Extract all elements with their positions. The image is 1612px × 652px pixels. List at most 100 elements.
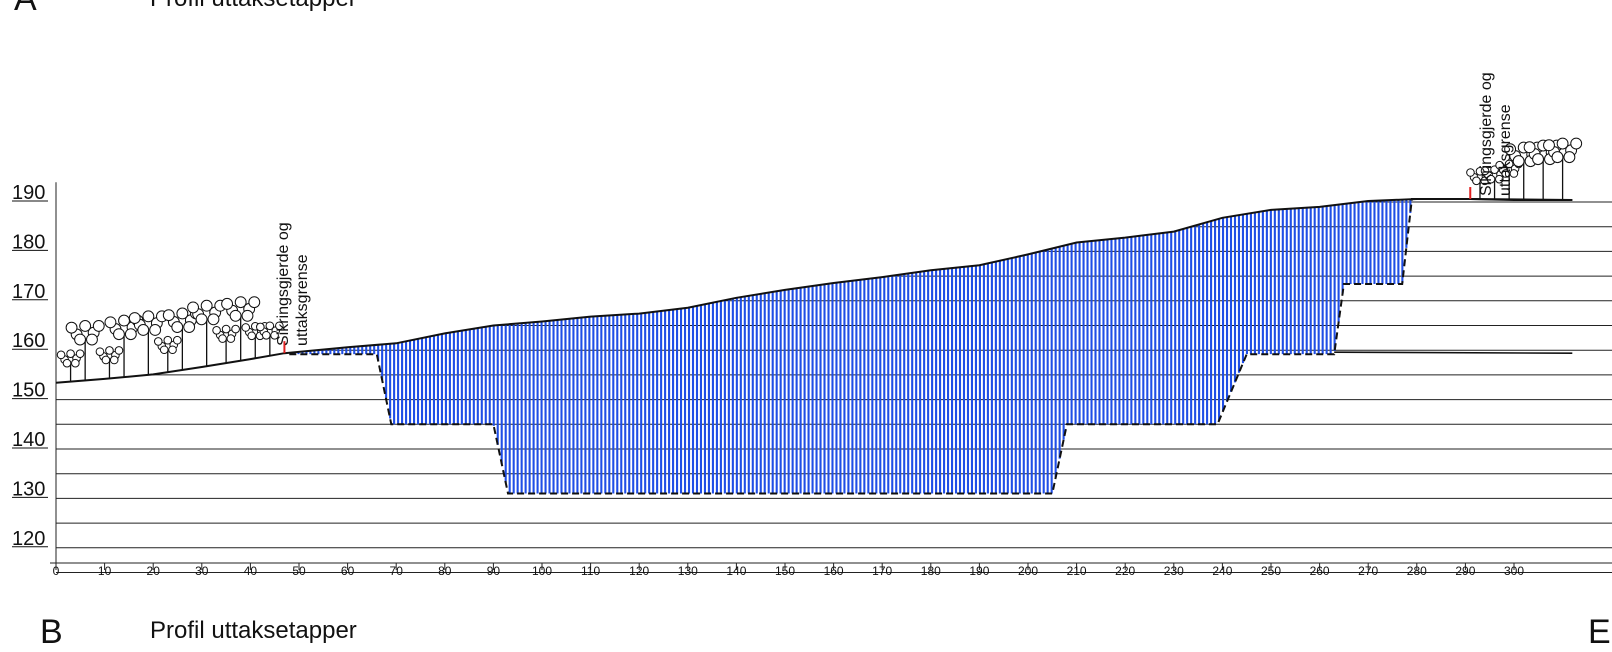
tree-crown-puff bbox=[137, 324, 150, 336]
tree-crown-puff bbox=[247, 331, 256, 341]
excavation-floor-line bbox=[289, 198, 1471, 495]
annotation-right: Sikringsgjerde og uttaksgrense bbox=[1478, 72, 1514, 196]
tree-crown-puff bbox=[1472, 176, 1481, 186]
tree-crown-puff bbox=[270, 330, 279, 340]
tree-crown-puff bbox=[62, 358, 72, 368]
tree-crown-puff bbox=[183, 321, 196, 333]
x-tick-label-200: 200 bbox=[1018, 564, 1038, 578]
x-tick-label-50: 50 bbox=[292, 564, 306, 578]
tree-crown-puff bbox=[187, 301, 199, 314]
tree-crown-puff bbox=[241, 323, 251, 332]
tree-crown-puff bbox=[231, 324, 240, 334]
x-tick-label-240: 240 bbox=[1212, 564, 1232, 578]
tree-crown-puff bbox=[221, 324, 231, 334]
annotation-right-line1: Sikringsgjerde og bbox=[1478, 72, 1495, 196]
elevation-label-160: 160 bbox=[12, 330, 45, 352]
tree-crown-puff bbox=[149, 324, 162, 336]
x-tick-label-30: 30 bbox=[195, 564, 209, 578]
x-tick-label-150: 150 bbox=[775, 564, 795, 578]
tree-crown-puff bbox=[105, 346, 114, 355]
profile-lines bbox=[55, 187, 1573, 495]
tree-crown-puff bbox=[104, 316, 117, 329]
tree-crown-puff bbox=[1466, 168, 1475, 177]
elevation-labels: 190 180 170 160 150 140 130 120 bbox=[12, 182, 48, 550]
tree-crown-puff bbox=[241, 309, 254, 322]
tree-crown-puff bbox=[265, 321, 275, 331]
x-tick-label-250: 250 bbox=[1261, 564, 1281, 578]
tree-crown-puff bbox=[1523, 141, 1536, 154]
x-tick-label-90: 90 bbox=[487, 564, 501, 578]
x-tick-label-40: 40 bbox=[244, 564, 258, 578]
tree-crown-puff bbox=[162, 309, 175, 322]
tree-crown-puff bbox=[207, 313, 220, 326]
tree-crown-puff bbox=[56, 350, 66, 360]
elevation-label-190: 190 bbox=[12, 182, 45, 204]
tree-crown-puff bbox=[248, 296, 261, 309]
tree-crown-puff bbox=[1501, 169, 1510, 178]
tree-icon-15 bbox=[1495, 159, 1523, 200]
tree-icon-12 bbox=[256, 321, 284, 356]
annotation-left-line2: uttaksgrense bbox=[294, 254, 311, 346]
elevation-label-150: 150 bbox=[12, 380, 45, 402]
tree-crown-puff bbox=[142, 310, 155, 323]
x-tick-label-130: 130 bbox=[678, 564, 698, 578]
tree-crown-puff bbox=[1532, 153, 1545, 166]
bench-160-line bbox=[1334, 351, 1573, 355]
tree-crown-puff bbox=[1495, 174, 1504, 184]
x-tick-label-110: 110 bbox=[581, 564, 600, 578]
x-tick-label-290: 290 bbox=[1455, 564, 1475, 578]
tree-crown-puff bbox=[168, 345, 177, 355]
section-letter-top: A bbox=[14, 0, 37, 18]
x-tick-label-180: 180 bbox=[921, 564, 941, 578]
tree-crown-puff bbox=[79, 319, 92, 332]
tree-icon-3 bbox=[95, 346, 124, 379]
tree-crown-puff bbox=[65, 321, 78, 334]
tree-crown-puff bbox=[218, 334, 227, 343]
tree-crown-puff bbox=[261, 330, 271, 340]
x-tick-label-60: 60 bbox=[341, 564, 355, 578]
section-letter-bottom-right: E bbox=[1588, 613, 1611, 651]
x-tick-label-280: 280 bbox=[1407, 564, 1427, 578]
sheet-title-top: Profil uttaksetapper bbox=[150, 0, 357, 12]
annotation-right-line2: uttaksgrense bbox=[1497, 104, 1514, 196]
x-tick-label-230: 230 bbox=[1164, 564, 1184, 578]
annotation-left-line1: Sikringsgjerde og bbox=[275, 222, 292, 346]
x-tick-label-100: 100 bbox=[532, 564, 552, 578]
tree-icon-5 bbox=[128, 310, 168, 375]
terrain-line bbox=[55, 198, 1573, 384]
tree-crown-puff bbox=[256, 322, 265, 332]
tree-crown-puff bbox=[66, 349, 75, 358]
tree-icon-18 bbox=[1543, 137, 1583, 201]
tree-crown-puff bbox=[109, 355, 119, 365]
tree-crown-puff bbox=[234, 296, 247, 309]
x-tick-label-210: 210 bbox=[1067, 564, 1087, 578]
tree-crown-puff bbox=[172, 335, 182, 345]
tree-crown-puff bbox=[1556, 137, 1569, 150]
tree-crown-puff bbox=[1504, 143, 1517, 156]
elevation-label-140: 140 bbox=[12, 429, 45, 451]
tree-crown-puff bbox=[1495, 160, 1504, 170]
tree-crown-puff bbox=[71, 358, 80, 368]
x-tick-label-120: 120 bbox=[629, 564, 649, 578]
x-tick-label-0: 0 bbox=[53, 564, 60, 578]
tree-crown-puff bbox=[114, 346, 124, 355]
tree-crown-puff bbox=[118, 314, 130, 327]
x-tick-label-10: 10 bbox=[98, 564, 112, 578]
excavation-hatch bbox=[289, 199, 1412, 494]
tree-crown-puff bbox=[1509, 169, 1519, 178]
tree-crown-puff bbox=[95, 347, 105, 356]
tree-crown-puff bbox=[159, 345, 169, 355]
tree-crown-puff bbox=[1551, 151, 1564, 164]
tree-crown-puff bbox=[1486, 174, 1496, 184]
section-letter-bottom: B bbox=[40, 613, 63, 651]
tree-crown-puff bbox=[74, 333, 86, 346]
tree-icon-1 bbox=[56, 349, 85, 382]
tree-crown-puff bbox=[163, 335, 173, 345]
x-tick-label-160: 160 bbox=[824, 564, 844, 578]
elevation-label-120: 120 bbox=[12, 528, 45, 550]
tree-crown-puff bbox=[1570, 137, 1583, 150]
tree-crown-puff bbox=[124, 328, 137, 341]
x-tick-label-70: 70 bbox=[390, 564, 404, 578]
tree-crown-puff bbox=[229, 309, 242, 322]
tree-icon-10 bbox=[221, 296, 261, 361]
